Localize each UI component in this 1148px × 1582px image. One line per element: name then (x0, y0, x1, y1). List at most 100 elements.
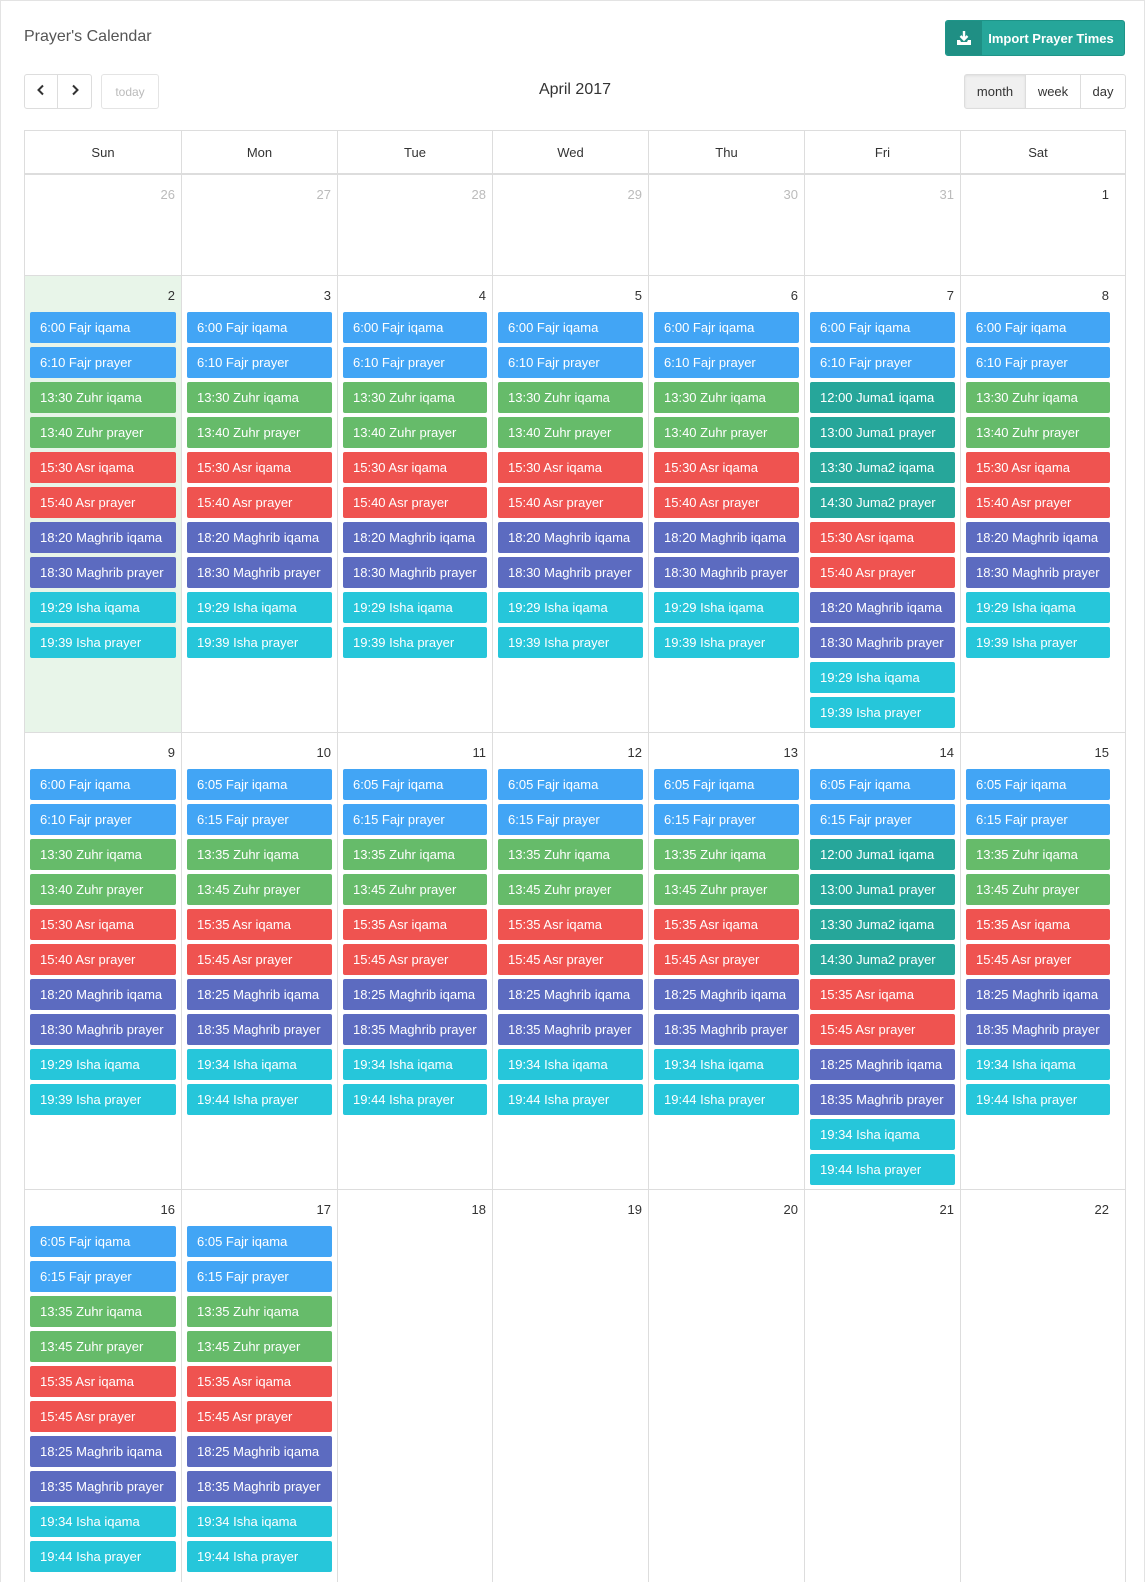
prayer-event[interactable]: 13:30 Juma2 iqama (810, 452, 955, 483)
prayer-event[interactable]: 13:35 Zuhr iqama (654, 839, 799, 870)
prayer-event[interactable]: 13:45 Zuhr prayer (187, 1331, 332, 1362)
next-button[interactable] (58, 74, 92, 109)
prayer-event[interactable]: 6:05 Fajr iqama (966, 769, 1110, 800)
prayer-event[interactable]: 18:20 Maghrib iqama (498, 522, 643, 553)
prayer-event[interactable]: 13:40 Zuhr prayer (343, 417, 487, 448)
prayer-event[interactable]: 18:30 Maghrib prayer (498, 557, 643, 588)
prayer-event[interactable]: 19:34 Isha iqama (343, 1049, 487, 1080)
prayer-event[interactable]: 19:44 Isha prayer (966, 1084, 1110, 1115)
prayer-event[interactable]: 18:30 Maghrib prayer (343, 557, 487, 588)
prayer-event[interactable]: 6:10 Fajr prayer (343, 347, 487, 378)
prayer-event[interactable]: 13:30 Zuhr iqama (187, 382, 332, 413)
prayer-event[interactable]: 13:30 Zuhr iqama (966, 382, 1110, 413)
today-button[interactable]: today (101, 74, 159, 109)
prayer-event[interactable]: 13:40 Zuhr prayer (966, 417, 1110, 448)
prayer-event[interactable]: 15:30 Asr iqama (966, 452, 1110, 483)
prayer-event[interactable]: 13:30 Zuhr iqama (30, 839, 176, 870)
prayer-event[interactable]: 15:45 Asr prayer (187, 944, 332, 975)
prayer-event[interactable]: 15:35 Asr iqama (343, 909, 487, 940)
day-cell[interactable]: 8 6:00 Fajr iqama 6:10 Fajr prayer 13:30 Zu… (960, 276, 1115, 732)
prayer-event[interactable]: 18:20 Maghrib iqama (187, 522, 332, 553)
prayer-event[interactable]: 13:40 Zuhr prayer (30, 417, 176, 448)
prayer-event[interactable]: 6:05 Fajr iqama (498, 769, 643, 800)
prayer-event[interactable]: 13:40 Zuhr prayer (187, 417, 332, 448)
prayer-event[interactable]: 6:05 Fajr iqama (187, 769, 332, 800)
day-cell[interactable]: 22 (960, 1190, 1115, 1582)
prayer-event[interactable]: 19:44 Isha prayer (654, 1084, 799, 1115)
prayer-event[interactable]: 19:29 Isha iqama (810, 662, 955, 693)
prayer-event[interactable]: 6:00 Fajr iqama (187, 312, 332, 343)
prayer-event[interactable]: 19:44 Isha prayer (30, 1541, 176, 1572)
prayer-event[interactable]: 6:15 Fajr prayer (30, 1261, 176, 1292)
prayer-event[interactable]: 18:35 Maghrib prayer (187, 1471, 332, 1502)
prayer-event[interactable]: 15:40 Asr prayer (187, 487, 332, 518)
prayer-event[interactable]: 13:00 Juma1 prayer (810, 417, 955, 448)
prayer-event[interactable]: 19:29 Isha iqama (654, 592, 799, 623)
prayer-event[interactable]: 18:30 Maghrib prayer (654, 557, 799, 588)
prayer-event[interactable]: 6:00 Fajr iqama (343, 312, 487, 343)
week-view-button[interactable]: week (1026, 74, 1081, 109)
prayer-event[interactable]: 15:40 Asr prayer (654, 487, 799, 518)
prayer-event[interactable]: 14:30 Juma2 prayer (810, 487, 955, 518)
day-cell[interactable]: 3 6:00 Fajr iqama 6:10 Fajr prayer 13:30 Zu… (181, 276, 337, 732)
prayer-event[interactable]: 15:40 Asr prayer (966, 487, 1110, 518)
prayer-event[interactable]: 13:30 Zuhr iqama (30, 382, 176, 413)
prayer-event[interactable]: 6:10 Fajr prayer (30, 347, 176, 378)
prayer-event[interactable]: 18:35 Maghrib prayer (498, 1014, 643, 1045)
prayer-event[interactable]: 6:05 Fajr iqama (187, 1226, 332, 1257)
prayer-event[interactable]: 13:45 Zuhr prayer (498, 874, 643, 905)
prayer-event[interactable]: 6:10 Fajr prayer (30, 804, 176, 835)
prayer-event[interactable]: 18:35 Maghrib prayer (187, 1014, 332, 1045)
day-cell[interactable]: 20 (648, 1190, 804, 1582)
day-cell[interactable]: 30 (648, 175, 804, 275)
prayer-event[interactable]: 6:00 Fajr iqama (654, 312, 799, 343)
prayer-event[interactable]: 18:20 Maghrib iqama (30, 979, 176, 1010)
prev-button[interactable] (24, 74, 58, 109)
prayer-event[interactable]: 15:30 Asr iqama (30, 909, 176, 940)
prayer-event[interactable]: 15:40 Asr prayer (498, 487, 643, 518)
day-cell[interactable]: 16 6:05 Fajr iqama 6:15 Fajr prayer 13:35 Z… (25, 1190, 181, 1582)
prayer-event[interactable]: 13:35 Zuhr iqama (187, 839, 332, 870)
prayer-event[interactable]: 15:40 Asr prayer (30, 487, 176, 518)
day-cell[interactable]: 1 (960, 175, 1115, 275)
prayer-event[interactable]: 19:44 Isha prayer (498, 1084, 643, 1115)
prayer-event[interactable]: 13:40 Zuhr prayer (498, 417, 643, 448)
day-cell[interactable]: 31 (804, 175, 960, 275)
day-cell[interactable]: 7 6:00 Fajr iqama 6:10 Fajr prayer 12:00 Ju… (804, 276, 960, 732)
prayer-event[interactable]: 6:15 Fajr prayer (498, 804, 643, 835)
prayer-event[interactable]: 19:44 Isha prayer (343, 1084, 487, 1115)
day-cell[interactable]: 2 6:00 Fajr iqama 6:10 Fajr prayer 13:30 Zu… (25, 276, 181, 732)
prayer-event[interactable]: 6:15 Fajr prayer (343, 804, 487, 835)
prayer-event[interactable]: 19:34 Isha iqama (966, 1049, 1110, 1080)
day-cell[interactable]: 19 (492, 1190, 648, 1582)
prayer-event[interactable]: 13:35 Zuhr iqama (498, 839, 643, 870)
prayer-event[interactable]: 19:29 Isha iqama (30, 1049, 176, 1080)
prayer-event[interactable]: 19:39 Isha prayer (654, 627, 799, 658)
prayer-event[interactable]: 18:25 Maghrib iqama (343, 979, 487, 1010)
prayer-event[interactable]: 15:30 Asr iqama (187, 452, 332, 483)
prayer-event[interactable]: 15:40 Asr prayer (343, 487, 487, 518)
prayer-event[interactable]: 6:00 Fajr iqama (498, 312, 643, 343)
prayer-event[interactable]: 13:30 Zuhr iqama (498, 382, 643, 413)
prayer-event[interactable]: 19:29 Isha iqama (30, 592, 176, 623)
prayer-event[interactable]: 6:15 Fajr prayer (966, 804, 1110, 835)
prayer-event[interactable]: 15:45 Asr prayer (343, 944, 487, 975)
prayer-event[interactable]: 13:35 Zuhr iqama (343, 839, 487, 870)
prayer-event[interactable]: 18:25 Maghrib iqama (810, 1049, 955, 1080)
prayer-event[interactable]: 19:34 Isha iqama (654, 1049, 799, 1080)
day-cell[interactable]: 27 (181, 175, 337, 275)
prayer-event[interactable]: 15:45 Asr prayer (966, 944, 1110, 975)
prayer-event[interactable]: 19:39 Isha prayer (498, 627, 643, 658)
prayer-event[interactable]: 6:00 Fajr iqama (30, 769, 176, 800)
prayer-event[interactable]: 19:29 Isha iqama (498, 592, 643, 623)
prayer-event[interactable]: 13:45 Zuhr prayer (654, 874, 799, 905)
prayer-event[interactable]: 18:20 Maghrib iqama (654, 522, 799, 553)
prayer-event[interactable]: 19:39 Isha prayer (30, 1084, 176, 1115)
prayer-event[interactable]: 15:35 Asr iqama (654, 909, 799, 940)
prayer-event[interactable]: 19:44 Isha prayer (810, 1154, 955, 1185)
prayer-event[interactable]: 18:25 Maghrib iqama (966, 979, 1110, 1010)
day-cell[interactable]: 4 6:00 Fajr iqama 6:10 Fajr prayer 13:30 Zu… (337, 276, 492, 732)
prayer-event[interactable]: 12:00 Juma1 iqama (810, 382, 955, 413)
prayer-event[interactable]: 18:20 Maghrib iqama (30, 522, 176, 553)
prayer-event[interactable]: 15:40 Asr prayer (30, 944, 176, 975)
